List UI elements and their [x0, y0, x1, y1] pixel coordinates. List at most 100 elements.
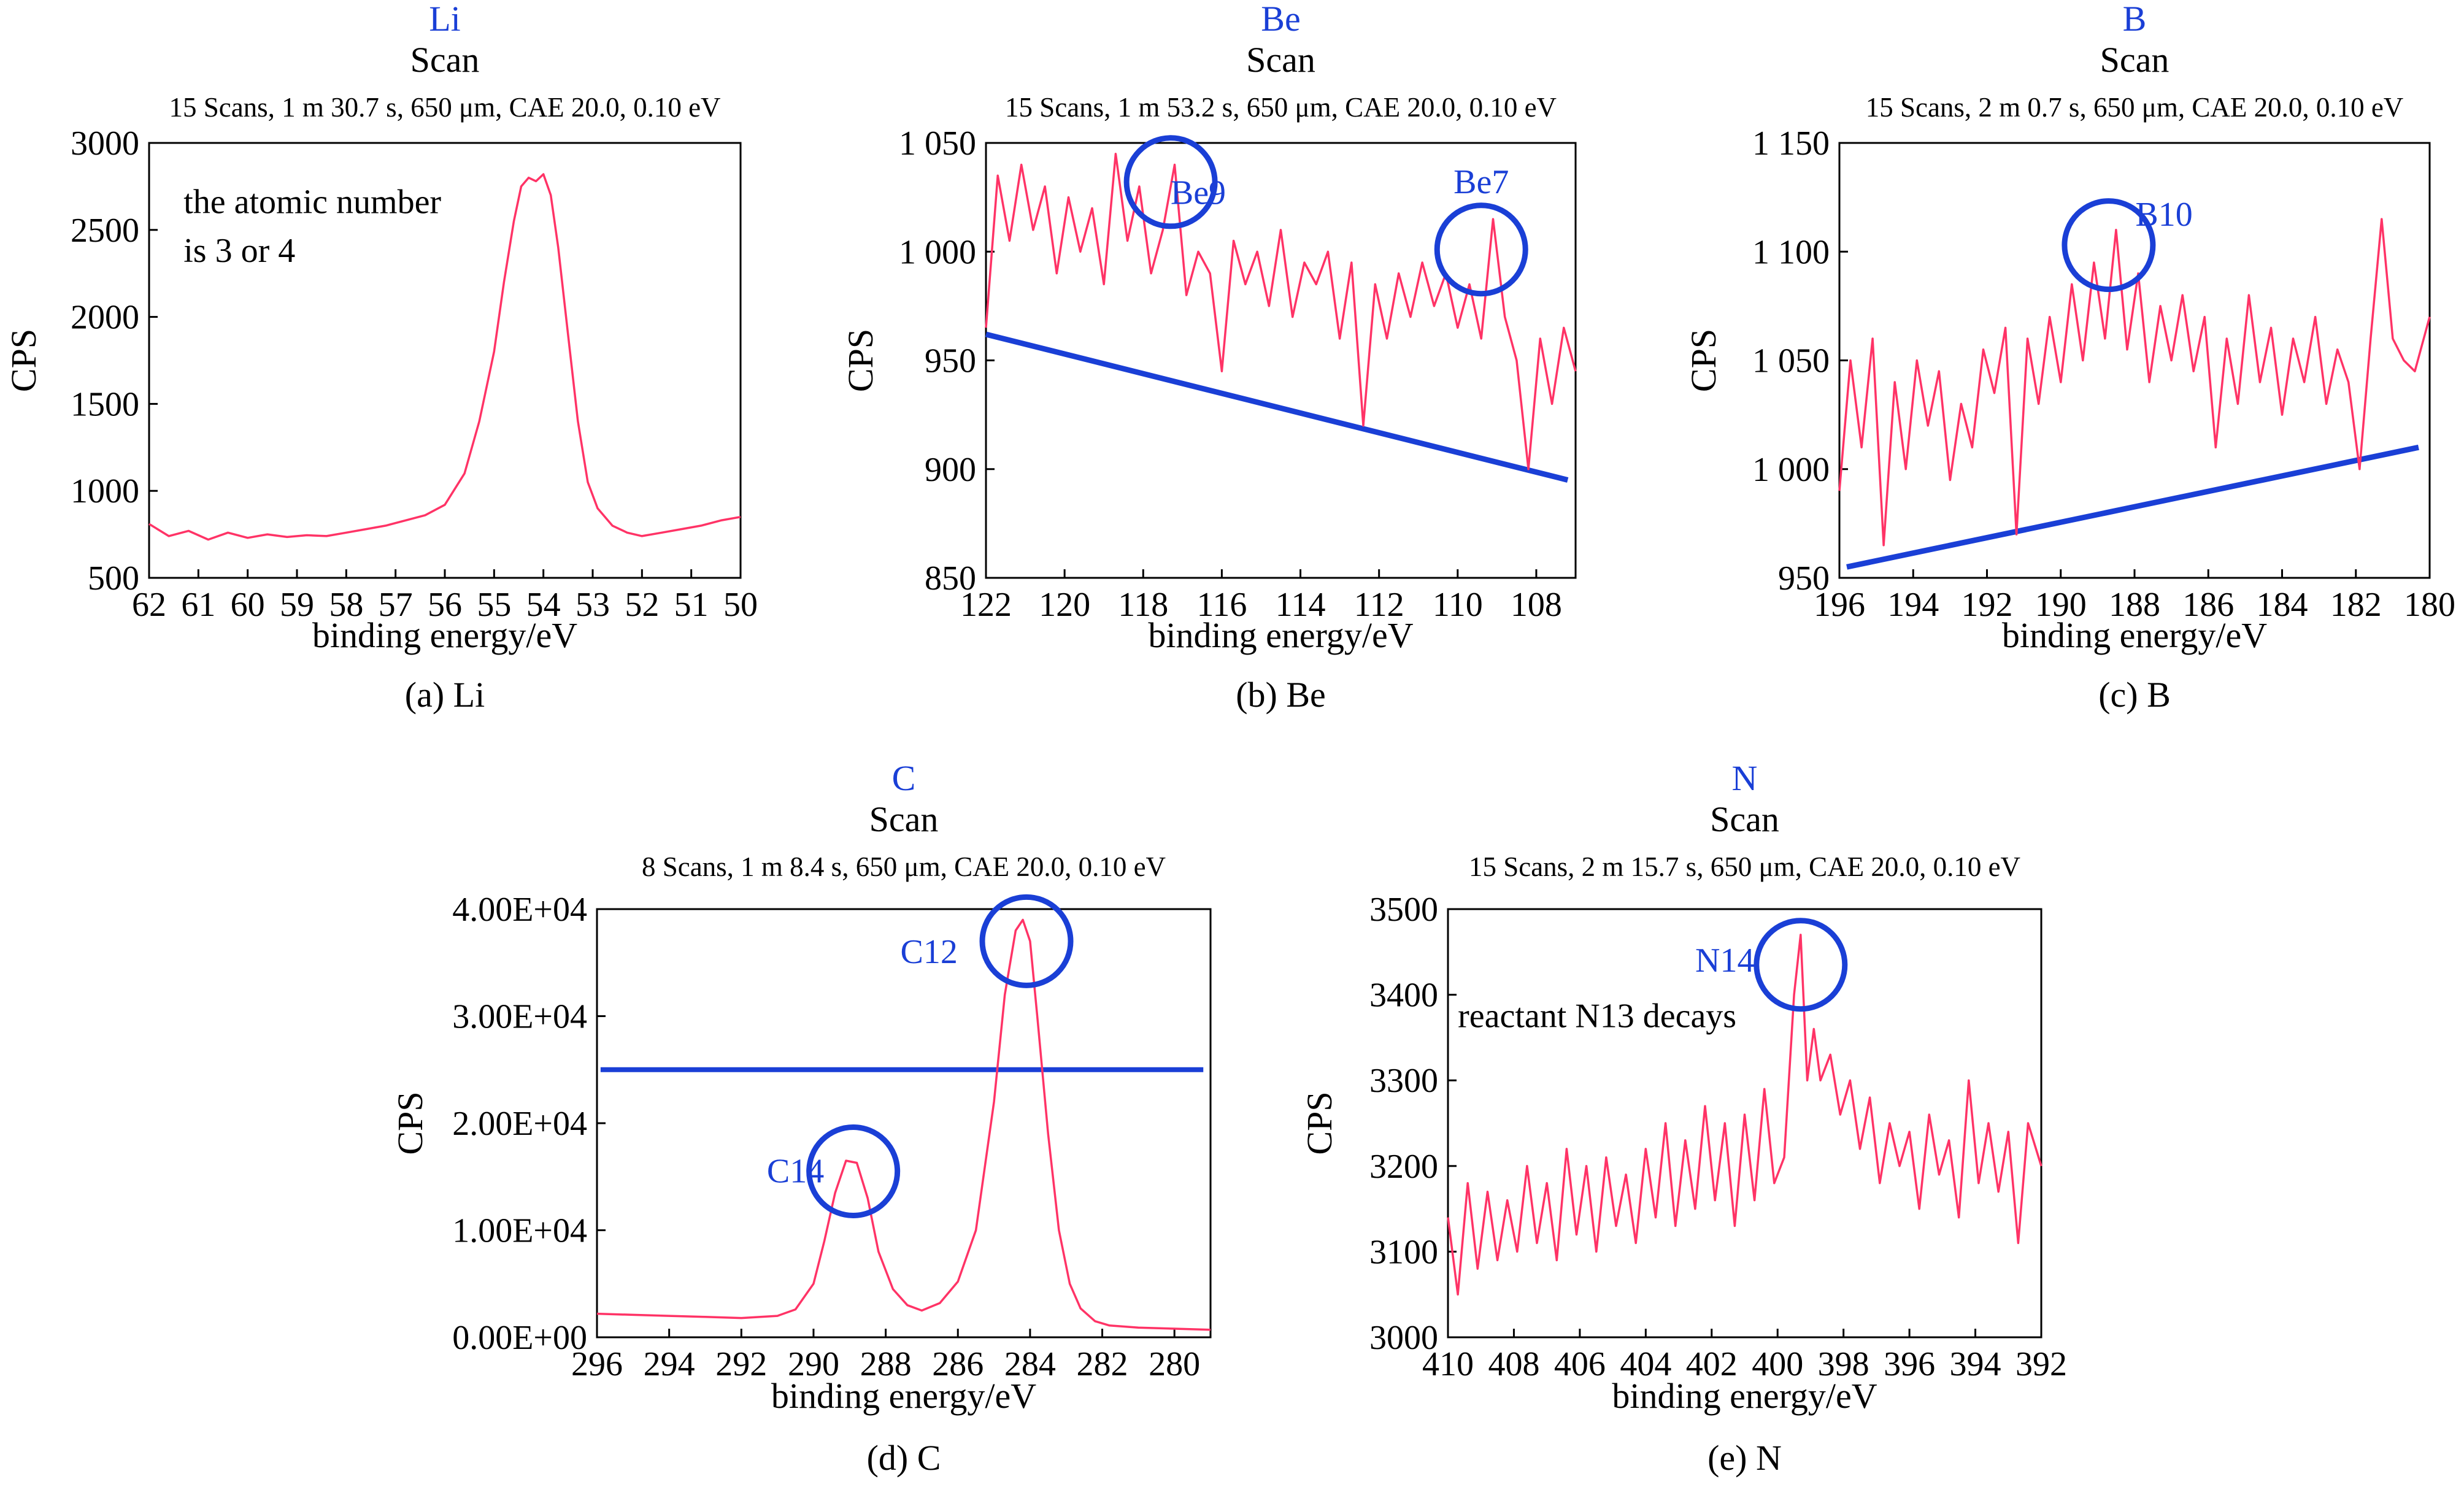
chart-be-x-tick-label: 108 [1511, 586, 1562, 624]
chart-n-x-tick-label: 400 [1752, 1345, 1803, 1383]
chart-n-caption: (e) N [1707, 1438, 1782, 1478]
chart-be-x-tick-label: 116 [1196, 586, 1247, 624]
chart-li-x-tick-label: 60 [231, 586, 265, 624]
chart-be-peak-circle [1123, 135, 1218, 229]
chart-be-x-tick-label: 118 [1118, 586, 1168, 624]
chart-n-x-tick-label: 406 [1554, 1345, 1606, 1383]
chart-b-y-tick-label: 1 050 [1752, 342, 1830, 380]
chart-n-x-tick-label: 408 [1488, 1345, 1539, 1383]
chart-b-x-tick-label: 182 [2330, 586, 2382, 624]
chart-n-scan-info: 15 Scans, 2 m 15.7 s, 650 μm, CAE 20.0, … [1469, 851, 2020, 882]
chart-li-caption: (a) Li [405, 675, 485, 715]
chart-n-annotation-text: reactant N13 decays [1458, 997, 1736, 1035]
chart-li-y-tick-label: 2500 [71, 212, 139, 250]
chart-c-x-tick-label: 292 [715, 1345, 767, 1383]
chart-li-annotation-text: is 3 or 4 [183, 232, 295, 270]
chart-c-peak-label: C12 [900, 933, 957, 971]
chart-n-y-tick-label: 3200 [1369, 1148, 1438, 1186]
chart-be-peak-circle [1434, 202, 1528, 297]
chart-b-x-axis-label: binding energy/eV [2002, 615, 2267, 655]
chart-n-x-tick-label: 398 [1818, 1345, 1869, 1383]
chart-c-y-axis-label: CPS [390, 1091, 430, 1154]
chart-be-scan-info: 15 Scans, 1 m 53.2 s, 650 μm, CAE 20.0, … [1005, 92, 1557, 123]
chart-li-y-axis-label: CPS [4, 329, 44, 392]
chart-b-spectrum-line [1838, 218, 2431, 547]
chart-li-x-tick-label: 56 [428, 586, 462, 624]
chart-li-y-tick-label: 1500 [71, 385, 139, 423]
chart-b-y-tick-label: 1 000 [1752, 451, 1830, 489]
chart-be-x-tick-label: 110 [1433, 586, 1483, 624]
chart-c-peak-circle [806, 1124, 901, 1219]
chart-c-x-tick-label: 294 [644, 1345, 695, 1383]
chart-n-x-tick-label: 404 [1620, 1345, 1671, 1383]
chart-n-x-tick-label: 396 [1884, 1345, 1935, 1383]
chart-be-baseline [985, 331, 1569, 483]
chart-c-element-title: C [892, 758, 916, 798]
chart-li-y-tick-label: 3000 [71, 125, 139, 163]
chart-be-x-tick-label: 112 [1354, 586, 1404, 624]
chart-b-y-tick-label: 1 150 [1752, 125, 1830, 163]
chart-be-x-tick-label: 114 [1276, 586, 1326, 624]
chart-c-caption: (d) C [867, 1438, 941, 1478]
chart-be-y-tick-label: 1 000 [899, 233, 976, 271]
chart-c-x-tick-label: 280 [1149, 1345, 1200, 1383]
chart-c-y-tick-label: 4.00E+04 [452, 891, 587, 929]
chart-n-x-tick-label: 394 [1950, 1345, 2001, 1383]
chart-n-y-tick-label: 3500 [1369, 891, 1438, 929]
chart-be-y-axis-label: CPS [841, 329, 880, 392]
chart-li-scan-info: 15 Scans, 1 m 30.7 s, 650 μm, CAE 20.0, … [169, 92, 720, 123]
chart-b-x-tick-label: 192 [1962, 586, 2013, 624]
chart-b-y-tick-label: 950 [1778, 559, 1830, 597]
chart-c-x-tick-label: 282 [1077, 1345, 1128, 1383]
chart-n-x-tick-label: 402 [1686, 1345, 1738, 1383]
chart-li-x-tick-label: 51 [674, 586, 709, 624]
chart-li-x-tick-label: 57 [379, 586, 413, 624]
chart-c-scan-info: 8 Scans, 1 m 8.4 s, 650 μm, CAE 20.0, 0.… [642, 851, 1166, 882]
chart-n-y-tick-label: 3400 [1369, 977, 1438, 1015]
chart-n-spectrum-line [1447, 934, 2042, 1296]
chart-c-spectrum-line [596, 918, 1211, 1331]
chart-li-y-tick-label: 500 [88, 559, 139, 597]
chart-li-x-tick-label: 58 [329, 586, 363, 624]
chart-li-x-axis-label: binding energy/eV [312, 615, 577, 655]
chart-li-x-tick-label: 52 [625, 586, 659, 624]
chart-c-x-axis-label: binding energy/eV [771, 1376, 1036, 1416]
chart-b-x-tick-label: 184 [2257, 586, 2308, 624]
chart-c-x-tick-label: 286 [932, 1345, 984, 1383]
chart-c-peak-circle [979, 894, 1074, 988]
chart-c-scan-title: Scan [869, 799, 939, 839]
chart-b-x-tick-label: 180 [2404, 586, 2455, 624]
chart-b-element-title: B [2123, 0, 2147, 39]
chart-b-scan-info: 15 Scans, 2 m 0.7 s, 650 μm, CAE 20.0, 0… [1866, 92, 2404, 123]
chart-n-element-title: N [1732, 758, 1758, 798]
chart-c-x-tick-label: 290 [788, 1345, 839, 1383]
chart-be-scan-title: Scan [1246, 40, 1315, 80]
chart-b-x-tick-label: 188 [2109, 586, 2160, 624]
chart-be-y-tick-label: 950 [925, 342, 976, 380]
chart-n-y-tick-label: 3100 [1369, 1233, 1438, 1271]
chart-be-peak-label: Be9 [1171, 174, 1226, 212]
chart-li-spectrum-line [148, 173, 741, 541]
chart-li-x-tick-label: 50 [723, 586, 758, 624]
chart-c-x-tick-label: 296 [571, 1345, 623, 1383]
chart-c-y-tick-label: 0.00E+00 [452, 1319, 587, 1357]
chart-li-element-title: Li [429, 0, 461, 39]
chart-li-scan-title: Scan [410, 40, 480, 80]
chart-n-y-tick-label: 3000 [1369, 1319, 1438, 1357]
chart-li-y-tick-label: 2000 [71, 299, 139, 337]
chart-b-x-tick-label: 186 [2182, 586, 2234, 624]
chart-be-y-tick-label: 850 [925, 559, 976, 597]
chart-b-peak-label: B10 [2135, 196, 2192, 234]
chart-n-scan-title: Scan [1710, 799, 1779, 839]
chart-n-x-tick-label: 392 [2015, 1345, 2067, 1383]
chart-li-annotation-text: the atomic number [183, 183, 441, 221]
chart-be-x-tick-label: 120 [1039, 586, 1090, 624]
chart-li-x-tick-label: 55 [477, 586, 511, 624]
chart-c-y-tick-label: 2.00E+04 [452, 1105, 587, 1143]
chart-li-x-tick-label: 59 [280, 586, 314, 624]
chart-be-peak-label: Be7 [1453, 163, 1509, 201]
